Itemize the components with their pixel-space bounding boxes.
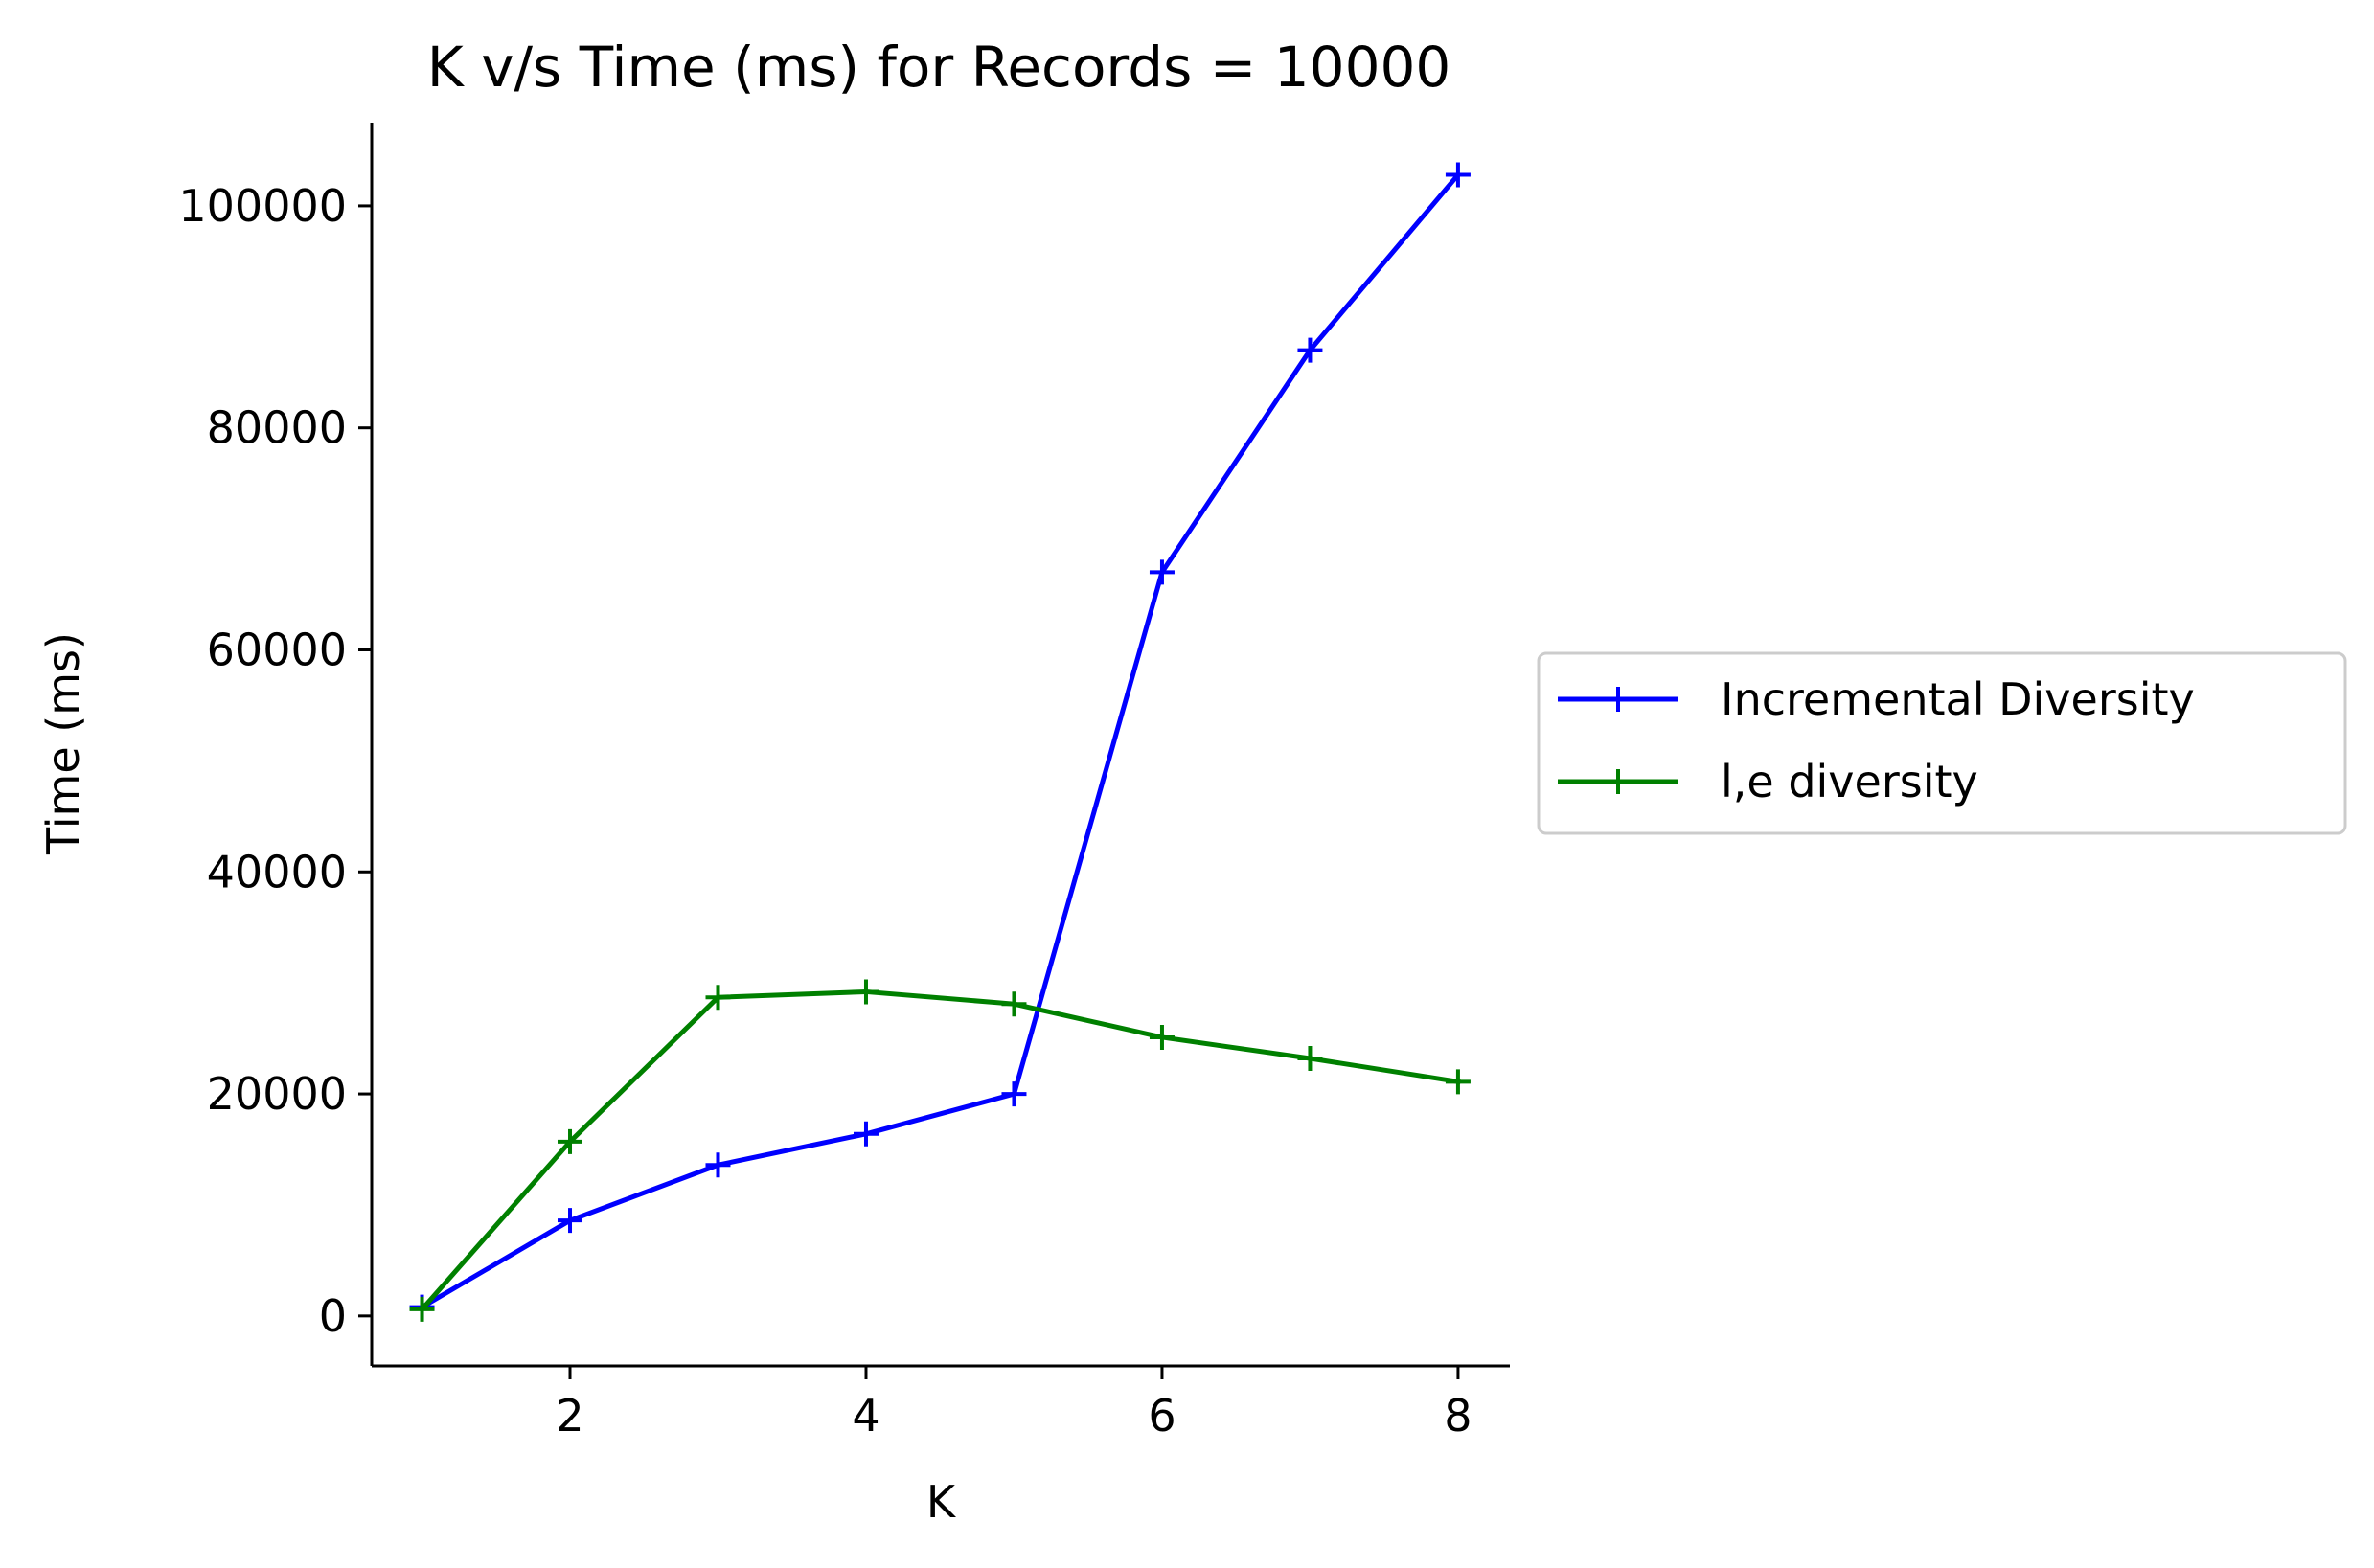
y-tick-label: 80000	[207, 402, 347, 454]
y-ticks: 0 20000 40000 60000 80000 100000	[178, 180, 372, 1342]
series-line-incremental-diversity	[419, 170, 1462, 1311]
legend-marker	[1606, 687, 1631, 712]
legend-items: Incremental Diversity l,e diversity	[1558, 673, 2195, 807]
data-point-l-e-diversity	[409, 1296, 435, 1322]
data-point-incremental-diversity	[705, 1152, 731, 1178]
legend-item-incremental-diversity: Incremental Diversity	[1558, 673, 2195, 725]
data-point-incremental-diversity	[1149, 559, 1175, 585]
y-axis-label: Time (ms)	[37, 632, 89, 855]
y-tick-label: 20000	[207, 1068, 347, 1120]
y-tick-label: 100000	[178, 180, 347, 232]
data-point-incremental-diversity	[1001, 1081, 1027, 1107]
plot-area: 2 4 6 8 0 20000 40000 60000 80000 100000	[178, 123, 1510, 1442]
chart-title: K v/s Time (ms) for Records = 10000	[427, 34, 1451, 100]
x-tick-label: 6	[1148, 1390, 1176, 1442]
x-axis-label: K	[926, 1476, 957, 1528]
x-tick-label: 8	[1444, 1390, 1472, 1442]
x-ticks: 2 4 6 8	[556, 1366, 1472, 1442]
data-point-l-e-diversity	[1149, 1024, 1175, 1050]
legend-marker	[1606, 769, 1631, 794]
y-tick-label: 0	[319, 1290, 347, 1342]
y-tick-label: 60000	[207, 624, 347, 675]
legend-label: Incremental Diversity	[1721, 673, 2195, 725]
data-point-l-e-diversity	[1001, 991, 1027, 1017]
data-point-l-e-diversity	[853, 979, 879, 1005]
data-point-l-e-diversity	[705, 985, 731, 1011]
legend: Incremental Diversity l,e diversity	[1537, 651, 2347, 835]
series-l-e-diversity	[409, 979, 1471, 1322]
data-point-l-e-diversity	[558, 1128, 583, 1154]
series-line-l-e-diversity	[419, 989, 1461, 1313]
x-tick-label: 2	[556, 1390, 583, 1442]
legend-label: l,e diversity	[1721, 756, 1978, 807]
data-point-l-e-diversity	[1297, 1045, 1323, 1071]
data-point-incremental-diversity	[853, 1121, 879, 1147]
series-layer	[409, 162, 1471, 1322]
data-point-incremental-diversity	[558, 1208, 583, 1234]
data-point-incremental-diversity	[1445, 162, 1471, 188]
series-incremental-diversity	[409, 162, 1471, 1320]
legend-item-l-e-diversity: l,e diversity	[1558, 756, 1978, 807]
data-point-l-e-diversity	[1445, 1069, 1471, 1095]
x-tick-label: 4	[852, 1390, 879, 1442]
y-tick-label: 40000	[207, 846, 347, 898]
data-point-incremental-diversity	[1297, 337, 1323, 363]
legend-box	[1537, 651, 2347, 835]
